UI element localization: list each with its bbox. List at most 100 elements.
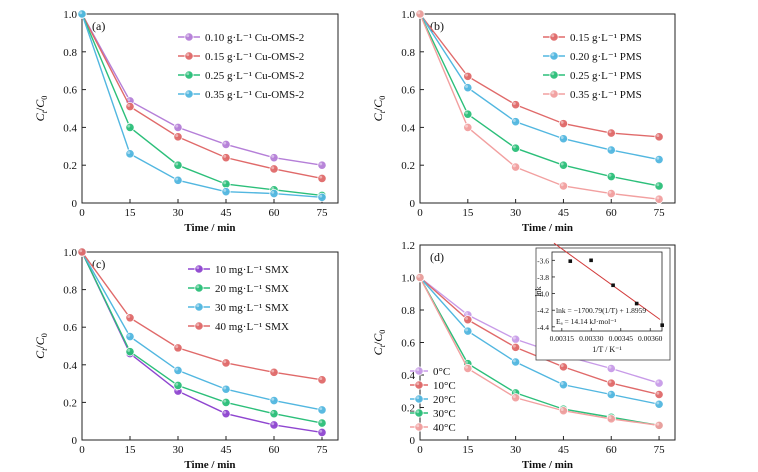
inset-data-point: [660, 323, 664, 327]
inset-x-axis-label: 1/T / K⁻¹: [592, 345, 622, 354]
x-tick-label: 0: [417, 207, 423, 219]
data-point-highlight: [551, 53, 555, 57]
data-point-highlight: [271, 369, 275, 373]
data-point: [558, 119, 569, 129]
data-point: [184, 32, 194, 42]
y-tick-label: 0: [72, 435, 78, 447]
data-point: [194, 264, 204, 274]
y-tick-label: 0.6: [401, 338, 415, 350]
data-point: [558, 181, 569, 191]
data-point: [558, 134, 569, 144]
data-point-highlight: [465, 124, 469, 128]
x-tick-label: 30: [173, 207, 185, 219]
chart-panel-b: 0 15 30 45 60 75 0 0.2 0.4 0.6 0.8 1.0 Time / min Ct/…: [371, 9, 676, 234]
data-point: [269, 367, 279, 377]
data-point-highlight: [417, 274, 421, 278]
inset-equation: lnk = −1700.79(1/T) + 1.8959: [556, 306, 646, 315]
series-line: [81, 251, 323, 381]
data-point: [125, 149, 135, 159]
data-point-highlight: [127, 333, 131, 337]
data-point: [606, 188, 616, 199]
data-point: [414, 366, 424, 376]
data-point: [414, 422, 424, 432]
data-point: [654, 154, 664, 165]
inset-x-tick-label: 0.00330: [579, 334, 604, 343]
data-point: [194, 321, 204, 331]
data-point: [317, 160, 327, 170]
data-point-highlight: [465, 73, 469, 77]
inset-background: [535, 247, 671, 361]
data-point-highlight: [416, 424, 420, 428]
x-tick-label: 60: [606, 207, 618, 219]
data-point: [221, 139, 231, 150]
x-axis-label: Time / min: [522, 459, 573, 471]
inset-fit-line: [553, 242, 661, 320]
data-point: [549, 70, 559, 80]
x-tick-label: 45: [221, 444, 233, 456]
data-point-highlight: [608, 130, 612, 134]
data-point: [654, 132, 664, 142]
data-point: [511, 117, 521, 127]
legend: 0.10 g·L⁻¹ Cu-OMS-2 0.15 g·L⁻¹ Cu-OMS-2 0.…: [178, 32, 304, 101]
data-point: [125, 347, 135, 357]
x-tick-label: 45: [558, 444, 570, 456]
data-point-highlight: [271, 397, 275, 401]
data-point: [221, 153, 231, 163]
legend-entry: 30 mg·L⁻¹ SMX: [215, 302, 289, 314]
data-point-highlight: [512, 164, 516, 168]
data-point: [414, 408, 424, 418]
data-point: [511, 143, 521, 153]
data-point: [511, 357, 521, 367]
y-tick-label: 0.8: [401, 305, 415, 317]
inset-data-point: [634, 301, 639, 306]
y-axis-label: Ct/C0: [371, 96, 387, 122]
data-point: [549, 51, 559, 61]
inset-data-point: [568, 259, 573, 263]
data-point: [269, 188, 279, 199]
data-point: [511, 100, 521, 110]
series-line: [419, 13, 660, 200]
inset-frame: [551, 251, 663, 332]
data-point-highlight: [175, 345, 179, 349]
x-tick-label: 0: [417, 444, 423, 456]
data-point-highlight: [465, 360, 469, 364]
data-point: [269, 164, 279, 174]
series-line: [419, 13, 660, 138]
data-point: [317, 173, 327, 184]
data-point: [317, 192, 327, 202]
data-point-highlight: [319, 162, 323, 166]
y-tick-label: 0.8: [63, 285, 77, 297]
inset-y-tick-label: -4.4: [537, 323, 549, 332]
series-4: [415, 272, 664, 430]
data-point: [173, 122, 183, 133]
y-tick-label: 0.8: [63, 47, 77, 59]
data-point-highlight: [656, 183, 660, 187]
data-point: [269, 395, 279, 406]
y-tick-label: 1.0: [401, 273, 415, 285]
data-point-highlight: [223, 154, 227, 158]
data-point-highlight: [186, 34, 190, 38]
data-point: [125, 102, 135, 112]
x-tick-label: 45: [558, 207, 570, 219]
data-point-highlight: [656, 401, 660, 405]
chart-panel-c: 0 15 30 45 60 75 0 0.2 0.4 0.6 0.8 1.0 Time / min Ct/…: [33, 247, 339, 471]
data-point-highlight: [127, 124, 131, 128]
data-point-highlight: [656, 134, 660, 138]
x-axis-label: Time / min: [184, 222, 235, 234]
data-point: [606, 363, 616, 374]
data-point-highlight: [223, 141, 227, 145]
data-point: [173, 132, 183, 142]
y-tick-label: 0.4: [63, 360, 77, 372]
data-point-highlight: [465, 328, 469, 332]
data-point-highlight: [186, 53, 190, 57]
data-point: [194, 283, 204, 293]
data-point-highlight: [417, 11, 421, 15]
x-tick-label: 30: [510, 207, 522, 219]
data-point: [415, 9, 425, 19]
y-tick-label: 0.6: [401, 85, 415, 97]
data-point-highlight: [512, 119, 516, 122]
data-point-highlight: [186, 91, 190, 95]
legend-entry: 0°C: [433, 366, 450, 378]
series-3: [77, 247, 327, 385]
data-point-highlight: [175, 382, 179, 386]
